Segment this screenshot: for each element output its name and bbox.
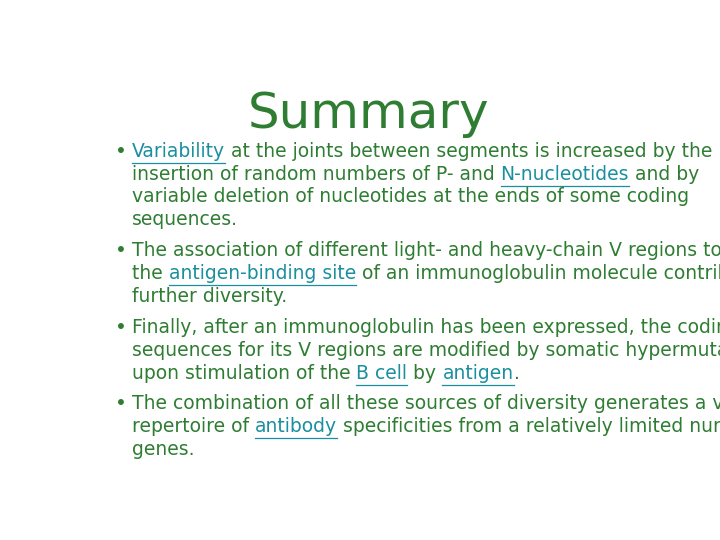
- Text: at the joints between segments is increased by the: at the joints between segments is increa…: [225, 141, 712, 161]
- Text: further diversity.: further diversity.: [132, 287, 287, 306]
- Text: Variability: Variability: [132, 141, 225, 161]
- Text: antigen-binding site: antigen-binding site: [168, 264, 356, 283]
- Text: upon stimulation of the: upon stimulation of the: [132, 363, 356, 382]
- Text: •: •: [115, 241, 127, 260]
- Text: by: by: [408, 363, 443, 382]
- Text: •: •: [115, 394, 127, 414]
- Text: B cell: B cell: [356, 363, 408, 382]
- Text: sequences for its V regions are modified by somatic hypermutation: sequences for its V regions are modified…: [132, 341, 720, 360]
- Text: the: the: [132, 264, 168, 283]
- Text: insertion of random numbers of P- and: insertion of random numbers of P- and: [132, 165, 500, 184]
- Text: N-nucleotides: N-nucleotides: [500, 165, 629, 184]
- Text: antigen: antigen: [443, 363, 513, 382]
- Text: specificities from a relatively limited number of: specificities from a relatively limited …: [337, 417, 720, 436]
- Text: antibody: antibody: [255, 417, 337, 436]
- Text: variable deletion of nucleotides at the ends of some coding: variable deletion of nucleotides at the …: [132, 187, 689, 206]
- Text: sequences.: sequences.: [132, 211, 238, 229]
- Text: •: •: [115, 318, 127, 337]
- Text: The combination of all these sources of diversity generates a vast: The combination of all these sources of …: [132, 394, 720, 414]
- Text: .: .: [513, 363, 519, 382]
- Text: •: •: [115, 141, 127, 161]
- Text: Summary: Summary: [248, 90, 490, 138]
- Text: of an immunoglobulin molecule contributes: of an immunoglobulin molecule contribute…: [356, 264, 720, 283]
- Text: Finally, after an immunoglobulin has been expressed, the coding: Finally, after an immunoglobulin has bee…: [132, 318, 720, 337]
- Text: repertoire of: repertoire of: [132, 417, 255, 436]
- Text: genes.: genes.: [132, 440, 194, 459]
- Text: The association of different light- and heavy-chain V regions to form: The association of different light- and …: [132, 241, 720, 260]
- Text: and by: and by: [629, 165, 699, 184]
